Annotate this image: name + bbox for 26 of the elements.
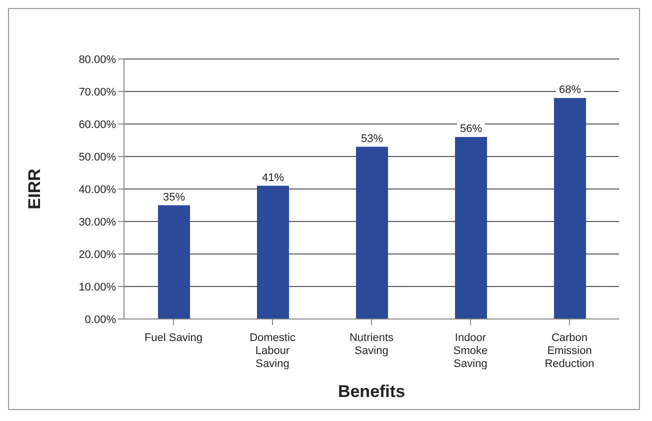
bar [554,98,586,319]
x-tick-label: Fuel Saving [144,332,203,344]
x-axis-title: Benefits [338,382,406,401]
y-tick-label: 80.00% [78,54,116,66]
data-label: 53% [360,132,384,145]
y-tick-label: 10.00% [78,281,116,294]
x-tick-label: Domestic Labour Saving [250,332,296,370]
y-tick-label: 60.00% [78,118,116,131]
bar [455,137,487,319]
x-tick-label: Indoor Smoke Saving [453,332,488,370]
y-tick-label: 30.00% [78,216,116,228]
x-tick-label: Nutrients Saving [349,332,394,357]
bar [257,186,289,319]
x-tick-label: Carbon Emission Reduction [544,332,594,370]
data-label: 35% [162,191,186,204]
data-label: 56% [460,123,482,135]
data-label: 41% [262,172,284,184]
y-tick-label: 0.00% [84,314,116,326]
bar [356,146,388,319]
bar [158,205,190,319]
y-tick-label: 40.00% [78,184,116,196]
y-tick-label: 20.00% [78,248,116,261]
data-label: 68% [558,84,582,96]
y-tick-label: 70.00% [78,86,116,98]
y-tick-label: 50.00% [78,151,116,164]
y-axis-title: EIRR [25,168,44,210]
